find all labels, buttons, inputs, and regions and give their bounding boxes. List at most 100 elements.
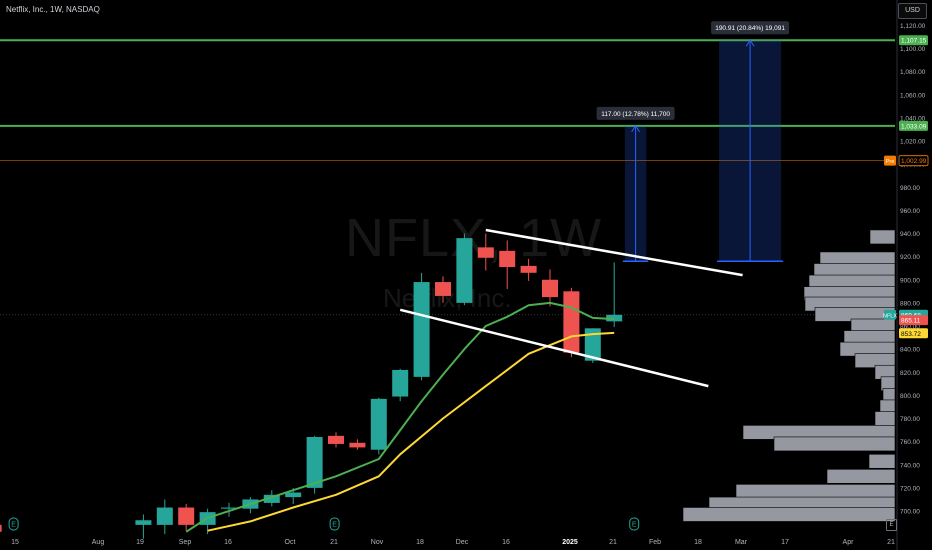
earnings-glyph: E — [332, 522, 337, 529]
candle-body — [370, 398, 387, 450]
candle — [606, 262, 623, 328]
projection-label: 117.00 (12.78%) 11,700 — [601, 111, 670, 118]
time-tick-label: 21 — [330, 539, 338, 546]
price-tick-label: 920.00 — [900, 254, 920, 261]
price-tick-label: 760.00 — [900, 439, 920, 446]
price-tick-label: 880.00 — [900, 300, 920, 307]
time-tick-label: 16 — [502, 539, 510, 546]
candle-body — [563, 291, 580, 353]
candle-body — [0, 524, 2, 532]
candle-body — [542, 279, 558, 298]
projection-arrowhead — [631, 124, 641, 133]
candle — [328, 432, 344, 448]
candle — [520, 258, 537, 281]
candle-body — [392, 369, 409, 397]
time-tick-label: 2025 — [562, 539, 578, 546]
volume-profile-bar — [869, 229, 896, 245]
candle-body — [135, 520, 152, 525]
projections: 117.00 (12.78%) 11,700 190.91 (20.84%) 19… — [596, 21, 790, 262]
candle-body — [520, 265, 537, 273]
candle-body — [606, 314, 623, 322]
candle-body — [263, 494, 280, 503]
volume-profile-bar — [682, 507, 896, 522]
candle-body — [349, 442, 366, 448]
candle — [413, 272, 430, 381]
price-tick-label: 1,100.00 — [900, 46, 926, 53]
resistance-price-tag-bg — [899, 120, 928, 131]
price-tick-label: 900.00 — [900, 277, 920, 284]
price-tick-label: 800.00 — [900, 393, 920, 400]
candle-body — [221, 507, 237, 509]
symbol-title[interactable]: Netflix, Inc., 1W, NASDAQ — [6, 5, 100, 14]
candle-body — [178, 507, 195, 525]
price-tick-label: 1,040.00 — [900, 115, 926, 122]
ema-fast-price-tag-bg — [899, 315, 928, 326]
price-tags: 1,107.151,033.091,002.99Pre869.68NFLX865… — [883, 35, 929, 339]
ema-fast-price-tag-text: 865.11 — [901, 318, 921, 325]
volume-profile-bar — [868, 453, 896, 469]
resistance-price-tag: 1,107.15 — [899, 35, 928, 46]
time-tick-label: Feb — [649, 539, 661, 546]
price-tick-label: 1,060.00 — [900, 92, 926, 99]
time-tick-label: Oct — [285, 539, 296, 546]
candle-body — [584, 328, 601, 361]
projection-label: 190.91 (20.84%) 19,091 — [715, 25, 785, 32]
earnings-glyph: E — [632, 522, 637, 529]
time-tick-label: Mar — [735, 539, 748, 546]
price-tick-label: 820.00 — [900, 370, 920, 377]
resistance-price-tag: 1,033.09 — [899, 120, 928, 131]
horizontal-levels — [0, 39, 895, 316]
time-tick-label: Aug — [92, 539, 105, 546]
trend-channel — [399, 228, 743, 388]
projection-label-box — [596, 106, 675, 120]
volume-profile-bar — [773, 436, 896, 452]
price-tick-label: 940.00 — [900, 231, 920, 238]
candle — [263, 490, 280, 507]
ema-slow-line — [207, 331, 615, 532]
time-axis: 15 Aug 19 Sep 16 Oct 21 Nov 18 Dec 16 2025 21 Feb 18 Ma… — [11, 539, 895, 546]
premarket-price-tag-text: 1,002.99 — [901, 158, 927, 165]
volume-profile-bar — [735, 484, 896, 499]
premarket-price-tag-prefix-bg — [884, 155, 896, 166]
projection-label-box — [711, 21, 790, 35]
candle-body — [413, 282, 430, 377]
price-tick-label: 1,080.00 — [900, 69, 926, 76]
last-price-tag-prefix: NFLX — [883, 313, 897, 319]
candle — [563, 287, 580, 358]
resistance-price-tag-text: 1,107.15 — [901, 38, 927, 45]
time-tick-label: 16 — [224, 539, 232, 546]
ticker-watermark: NFLX, 1W — [345, 208, 603, 268]
candle — [435, 276, 451, 303]
price-tick-label: 840.00 — [900, 347, 920, 354]
time-tick-label: 18 — [694, 539, 702, 546]
candle-body — [477, 247, 494, 258]
time-tick-label: Apr — [843, 539, 855, 546]
candle — [349, 439, 366, 450]
time-tick-label: 19 — [136, 539, 144, 546]
moving-averages — [185, 301, 615, 533]
price-tick-label: 780.00 — [900, 416, 920, 423]
time-tick-label: 21 — [609, 539, 617, 546]
time-tick-label: 17 — [781, 539, 789, 546]
earnings-marker — [629, 517, 640, 531]
price-axis: 700.00 720.00 740.00 760.00 780.00 800.00 820.… — [896, 0, 926, 550]
ema-fast-line — [185, 301, 615, 533]
ema-slow-price-tag: 853.72 — [899, 328, 928, 339]
currency-button[interactable]: USD — [898, 3, 927, 19]
price-tick-label: 1,120.00 — [900, 23, 926, 30]
candle — [392, 368, 409, 402]
settings-button[interactable]: E — [886, 519, 897, 531]
premarket-price-tag-bg — [898, 155, 929, 167]
candle-body — [156, 507, 173, 525]
price-tick-label: 720.00 — [900, 485, 920, 492]
channel-upper-line — [485, 228, 743, 277]
candle-body — [435, 282, 451, 296]
candle — [370, 397, 387, 455]
price-tick-label: 700.00 — [900, 509, 920, 516]
ema-slow-price-tag-bg — [899, 328, 928, 339]
candle-body — [456, 238, 473, 303]
volume-profile-bar — [826, 469, 896, 484]
candle — [221, 502, 237, 517]
